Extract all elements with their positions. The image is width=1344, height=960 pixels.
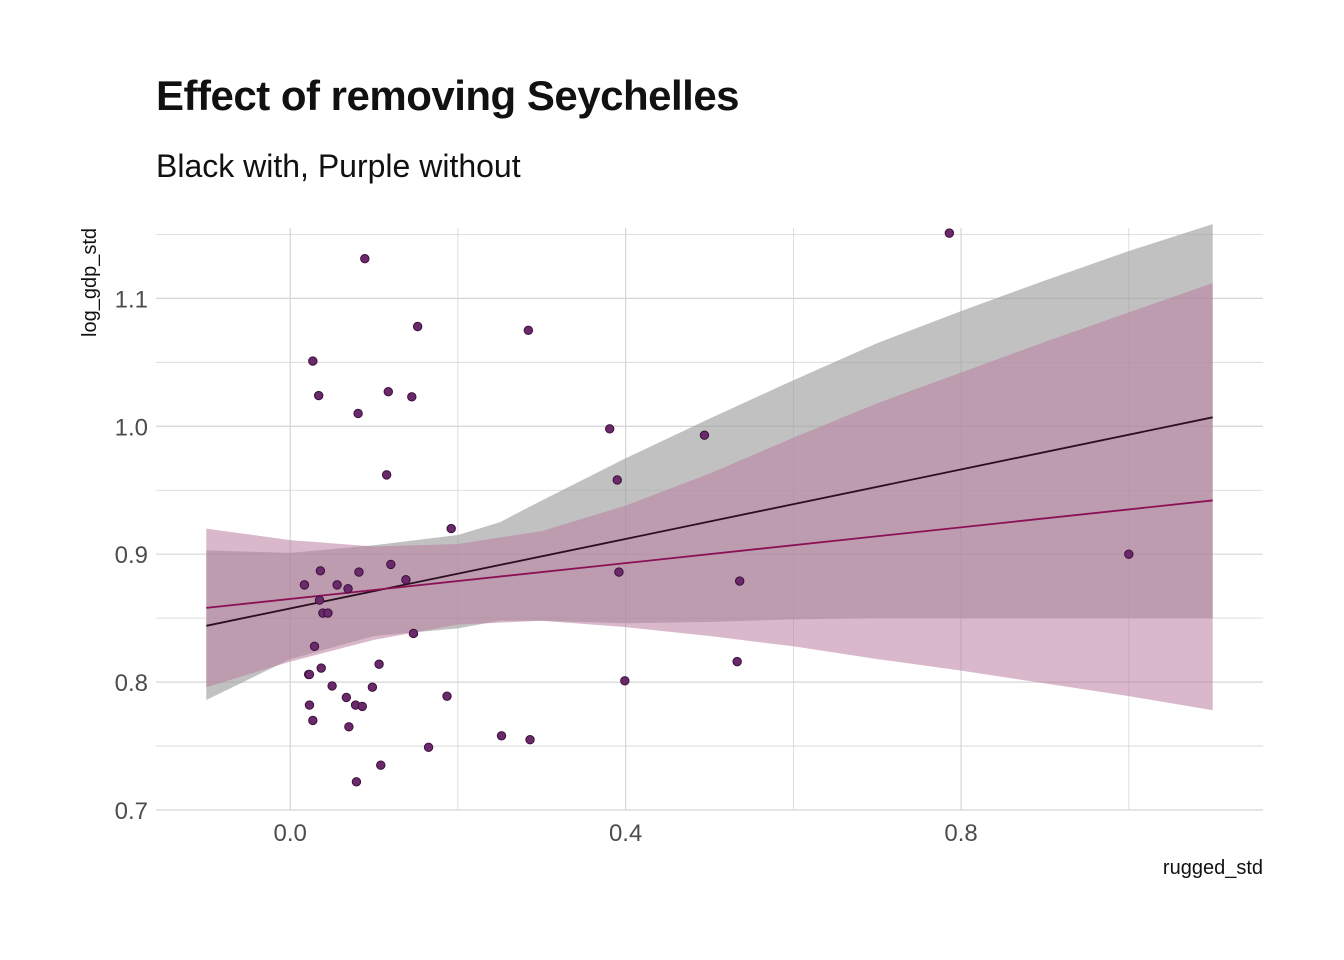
data-point: [313, 390, 324, 401]
data-point: [374, 659, 384, 669]
x-tick-label: 0.4: [609, 820, 642, 847]
data-point: [612, 475, 622, 485]
data-point: [367, 682, 378, 692]
data-point: [376, 760, 386, 770]
chart-title: Effect of removing Seychelles: [156, 72, 740, 119]
data-point: [407, 392, 417, 402]
data-point: [343, 584, 353, 594]
data-point: [332, 580, 342, 590]
data-point: [523, 325, 534, 336]
data-point: [351, 777, 362, 787]
data-point: [423, 742, 434, 753]
data-point: [357, 701, 368, 712]
data-point: [699, 430, 710, 440]
data-point: [734, 576, 745, 586]
data-point: [354, 567, 364, 577]
data-point: [605, 424, 615, 434]
data-point: [401, 575, 411, 585]
data-point: [309, 641, 320, 651]
data-point: [304, 700, 315, 710]
data-point: [299, 580, 310, 590]
data-point: [323, 608, 333, 618]
y-tick-label: 0.7: [115, 798, 148, 825]
y-tick-label: 1.0: [115, 414, 148, 441]
data-point: [732, 656, 742, 667]
confidence-band-without: [206, 283, 1213, 711]
data-point: [412, 321, 423, 332]
data-point: [525, 734, 535, 745]
tick-labels: 0.0 0.4 0.8 0.7 0.8 0.9 1.0 1.1: [115, 286, 978, 847]
data-point: [316, 663, 326, 673]
x-tick-label: 0.8: [944, 820, 977, 847]
data-point: [386, 559, 396, 570]
data-point: [304, 669, 315, 680]
regression-line-with: [206, 416, 1213, 627]
data-point: [308, 356, 318, 366]
data-point: [360, 253, 370, 264]
data-point: [381, 470, 392, 480]
y-tick-label: 0.9: [115, 542, 148, 569]
x-tick-label: 0.0: [273, 820, 306, 847]
data-point: [620, 676, 630, 686]
data-point: [353, 408, 363, 419]
data-point: [383, 387, 394, 397]
data-point: [344, 722, 354, 732]
data-point: [308, 715, 318, 726]
y-tick-label: 0.8: [115, 670, 148, 697]
data-point: [442, 691, 452, 701]
data-point: [1124, 549, 1134, 559]
chart-subtitle: Black with, Purple without: [156, 148, 521, 184]
data-point: [315, 566, 326, 576]
data-point: [446, 523, 456, 534]
confidence-bands: [206, 224, 1213, 711]
data-point: [944, 228, 955, 238]
y-axis-title: log_gdp_std: [79, 228, 101, 337]
data-point: [496, 731, 507, 741]
y-tick-label: 1.1: [115, 286, 148, 313]
regression-lines: [206, 416, 1213, 627]
data-point: [614, 567, 624, 577]
regression-line-without: [206, 499, 1213, 609]
data-point: [408, 628, 419, 639]
data-points: [299, 228, 1134, 787]
data-point: [314, 595, 325, 605]
data-point: [327, 681, 337, 691]
data-point: [341, 692, 352, 703]
x-axis-title: rugged_std: [1163, 857, 1263, 879]
